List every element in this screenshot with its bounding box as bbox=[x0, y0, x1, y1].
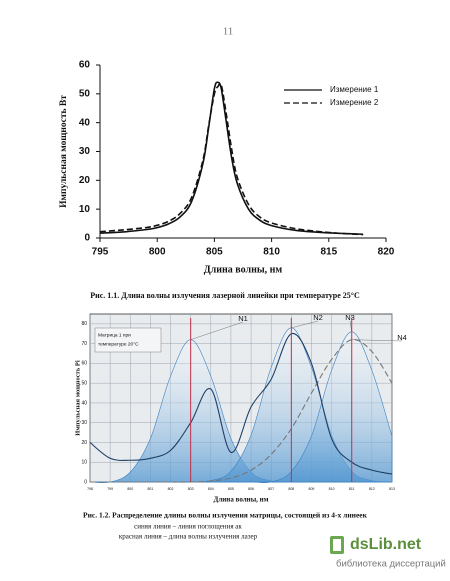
x-tick-label: 810 bbox=[263, 247, 280, 258]
y-tick-label: 10 bbox=[81, 460, 87, 466]
x-tick-label: 806 bbox=[248, 487, 254, 491]
y-tick-label: 60 bbox=[79, 60, 91, 71]
y-tick-label: 20 bbox=[79, 175, 91, 186]
y-tick-label: 80 bbox=[81, 321, 87, 327]
y-tick-label: 60 bbox=[81, 361, 87, 367]
caption: Рис. 1.1. Длина волны излучения лазерной… bbox=[90, 291, 360, 300]
x-tick-label: 795 bbox=[92, 247, 109, 258]
note: красная линия – длина волны излучения ла… bbox=[119, 533, 258, 541]
x-tick-label: 812 bbox=[369, 487, 375, 491]
series-line bbox=[99, 81, 364, 236]
y-tick-label: 20 bbox=[81, 440, 87, 446]
x-tick-label: 802 bbox=[168, 487, 174, 491]
caption: Рис. 1.2. Распределение длины волны излу… bbox=[83, 511, 368, 520]
legend-note: температуре 20°С bbox=[98, 341, 139, 347]
x-tick-label: 799 bbox=[107, 487, 113, 491]
x-axis-label: Длина волны, нм bbox=[214, 496, 269, 504]
x-tick-label: 800 bbox=[149, 247, 166, 258]
chart: 0 10 20 30 40 50 60 70 80 798 799 800 801 802 803 804 80… bbox=[74, 313, 406, 504]
y-axis-label: Импульсная мощность Pi bbox=[74, 360, 81, 436]
legend-label: Измерение 2 bbox=[330, 98, 379, 107]
annotation-leader bbox=[190, 321, 244, 340]
chart: 0 10 20 30 40 50 60 795 800 805 810 815 820 Длина вол… bbox=[59, 60, 395, 276]
series-line bbox=[90, 338, 393, 483]
x-tick-label: 808 bbox=[288, 487, 294, 491]
x-tick-label: 803 bbox=[188, 487, 194, 491]
series-annotation: N4 bbox=[397, 333, 407, 342]
series-line bbox=[89, 333, 393, 475]
annotation-leader bbox=[291, 320, 319, 329]
series-annotation: N1 bbox=[238, 314, 248, 323]
watermark-subtitle: библиотека диссертаций bbox=[336, 559, 446, 570]
y-tick-label: 50 bbox=[81, 381, 87, 387]
y-tick-label: 70 bbox=[81, 341, 87, 347]
x-tick-label: 804 bbox=[208, 487, 214, 491]
legend-label: Измерение 1 bbox=[330, 85, 379, 94]
x-tick-label: 810 bbox=[329, 487, 335, 491]
series-area bbox=[90, 331, 393, 484]
x-tick-label: 805 bbox=[206, 247, 223, 258]
series-annotation: N3 bbox=[345, 313, 355, 322]
y-tick-label: 0 bbox=[84, 233, 90, 244]
y-tick-label: 30 bbox=[81, 420, 87, 426]
series-line bbox=[99, 82, 364, 236]
x-tick-label: 809 bbox=[309, 487, 315, 491]
x-tick-label: 800 bbox=[127, 487, 133, 491]
watermark-brand: dsLib.net bbox=[350, 536, 422, 553]
watermark-icon bbox=[333, 539, 341, 551]
legend-box bbox=[94, 327, 162, 353]
y-tick-label: 30 bbox=[79, 146, 91, 157]
x-tick-label: 815 bbox=[320, 247, 337, 258]
y-tick-label: 0 bbox=[84, 479, 87, 485]
x-tick-label: 820 bbox=[378, 247, 395, 258]
legend-note: Матрица 1 при bbox=[98, 332, 131, 338]
watermark: dsLib.net библиотека диссертаций bbox=[330, 536, 446, 570]
note: синяя линия – линия поглощения ак bbox=[134, 523, 242, 531]
y-tick-label: 40 bbox=[81, 400, 87, 406]
x-tick-label: 811 bbox=[349, 487, 355, 491]
x-tick-label: 807 bbox=[268, 487, 274, 491]
x-tick-label: 805 bbox=[228, 487, 234, 491]
annotation-leader bbox=[351, 339, 403, 342]
series-annotation: N2 bbox=[313, 313, 323, 322]
x-axis-label: Длина волны, нм bbox=[204, 264, 283, 275]
y-axis-label: Импульсная мощность Вт bbox=[59, 95, 69, 208]
page-number: 11 bbox=[223, 26, 234, 38]
x-tick-label: 813 bbox=[389, 487, 395, 491]
y-tick-label: 40 bbox=[79, 117, 91, 128]
x-tick-label: 801 bbox=[147, 487, 153, 491]
x-tick-label: 798 bbox=[87, 487, 93, 491]
y-tick-label: 10 bbox=[79, 204, 91, 215]
y-tick-label: 50 bbox=[79, 88, 91, 99]
